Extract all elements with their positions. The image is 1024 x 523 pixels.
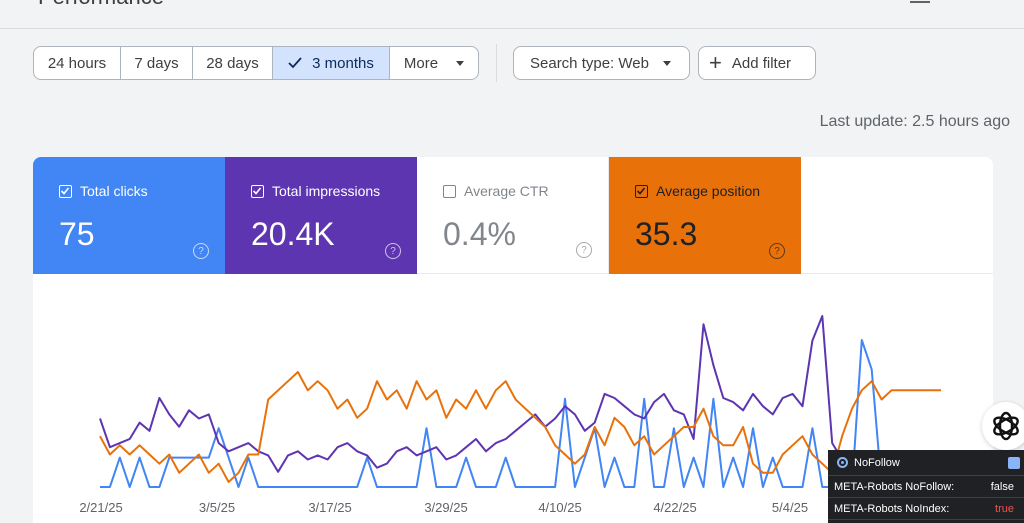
metric-value: 75 xyxy=(59,216,95,252)
page-title: Performance xyxy=(38,0,164,10)
search-type-label: Search type: Web xyxy=(530,54,649,72)
row-value: true xyxy=(995,502,1014,515)
range-24-hours-button[interactable]: 24 hours xyxy=(34,47,121,79)
series-line-total-clicks xyxy=(100,339,942,488)
add-filter-button[interactable]: + Add filter xyxy=(698,46,816,80)
range-label: 7 days xyxy=(134,54,179,72)
menu-icon[interactable] xyxy=(910,0,930,4)
checkbox-checked-icon[interactable] xyxy=(59,184,72,198)
x-tick-label: 5/4/25 xyxy=(771,500,809,515)
range-label: More xyxy=(403,54,439,72)
help-icon[interactable]: ? xyxy=(193,243,209,259)
series-line-average-position xyxy=(99,371,941,483)
row-value: false xyxy=(990,480,1014,493)
checkbox-unchecked-icon[interactable] xyxy=(443,184,456,198)
help-icon[interactable]: ? xyxy=(385,243,401,259)
x-tick-label: 3/5/25 xyxy=(198,500,236,515)
x-tick-label: 3/17/25 xyxy=(308,500,352,515)
x-tick-label: 3/29/25 xyxy=(424,500,468,515)
metric-average-position[interactable]: Average position 35.3 ? xyxy=(609,157,801,274)
x-tick-label: 4/22/25 xyxy=(653,500,697,515)
search-type-dropdown[interactable]: Search type: Web xyxy=(513,46,690,80)
metric-total-impressions[interactable]: Total impressions 20.4K ? xyxy=(225,157,417,274)
range-more-button[interactable]: More xyxy=(390,47,478,79)
range-label: 3 months xyxy=(312,54,374,72)
x-tick-label: 2/21/25 xyxy=(79,500,123,515)
extension-title: NoFollow xyxy=(854,456,900,469)
performance-card: Total clicks 75 ? Total impressions 20.4… xyxy=(33,157,993,523)
metric-value: 35.3 xyxy=(635,216,698,252)
row-label: META-Robots NoIndex: xyxy=(834,502,950,515)
series-line-total-impressions xyxy=(99,315,942,477)
last-update-text: Last update: 2.5 hours ago xyxy=(819,113,1010,130)
help-icon[interactable]: ? xyxy=(576,242,592,258)
window-icon[interactable] xyxy=(1008,457,1020,469)
metric-spacer xyxy=(801,157,993,274)
x-tick-label: 4/10/25 xyxy=(538,500,582,515)
metric-value: 20.4K xyxy=(251,216,335,252)
metric-label: Total impressions xyxy=(272,183,381,199)
openai-logo-icon[interactable] xyxy=(982,402,1024,450)
range-7-days-button[interactable]: 7 days xyxy=(121,47,193,79)
plus-icon: + xyxy=(709,50,722,75)
extension-row: META-Robots NoIndex: true xyxy=(828,498,1024,520)
gear-icon xyxy=(837,457,848,468)
metric-label: Average position xyxy=(656,183,761,199)
range-label: 24 hours xyxy=(47,54,107,72)
extension-row: META-Robots NoFollow: false xyxy=(828,476,1024,498)
metric-label: Total clicks xyxy=(80,183,148,199)
checkbox-checked-icon[interactable] xyxy=(251,184,264,198)
range-28-days-button[interactable]: 28 days xyxy=(193,47,273,79)
header-divider xyxy=(0,28,1024,29)
help-icon[interactable]: ? xyxy=(769,243,785,259)
range-label: 28 days xyxy=(206,54,259,72)
metric-total-clicks[interactable]: Total clicks 75 ? xyxy=(33,157,225,274)
metric-average-ctr[interactable]: Average CTR 0.4% ? xyxy=(417,157,609,274)
toolbar-divider xyxy=(496,44,497,82)
check-icon xyxy=(288,57,302,69)
caret-down-icon xyxy=(662,60,671,66)
date-range-selector: 24 hours 7 days 28 days 3 months More xyxy=(33,46,479,80)
metric-label: Average CTR xyxy=(464,183,549,199)
metric-value: 0.4% xyxy=(443,216,516,252)
performance-chart[interactable] xyxy=(33,290,993,523)
checkbox-checked-icon[interactable] xyxy=(635,184,648,198)
row-label: META-Robots NoFollow: xyxy=(834,480,955,493)
range-3-months-button[interactable]: 3 months xyxy=(273,47,390,79)
nofollow-extension-panel: NoFollow META-Robots NoFollow: false MET… xyxy=(828,450,1024,523)
add-filter-label: Add filter xyxy=(731,54,792,72)
caret-down-icon xyxy=(456,60,465,66)
